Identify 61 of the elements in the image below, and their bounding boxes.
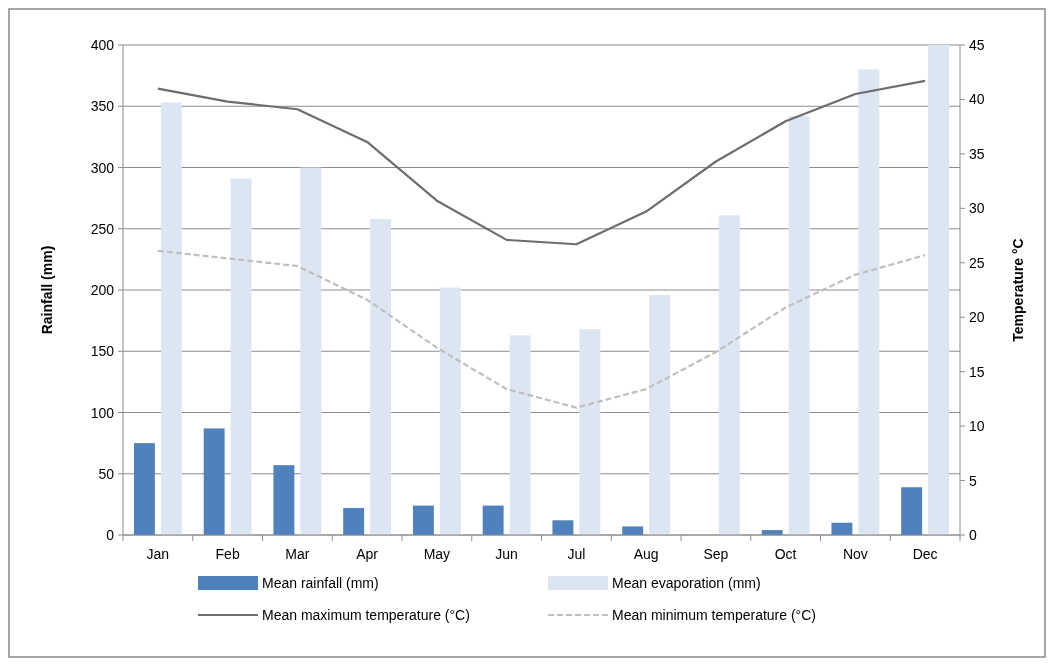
bar: [901, 487, 923, 535]
x-tick-label: Jul: [567, 546, 586, 562]
bar: [509, 335, 531, 535]
y2-tick-label: 15: [969, 363, 985, 380]
bar: [649, 294, 671, 535]
y2-axis-title: Temperature °C: [1010, 238, 1026, 342]
y-tick-label: 300: [90, 159, 115, 176]
y-tick-label: 150: [90, 343, 115, 360]
y2-tick-label: 10: [969, 418, 985, 435]
bar: [831, 522, 853, 535]
bar: [343, 508, 365, 535]
bar: [622, 526, 644, 535]
y2-tick-label: 5: [969, 472, 977, 489]
legend-label: Mean minimum temperature (°C): [612, 607, 816, 623]
y-tick-label: 200: [90, 282, 115, 298]
legend-label: Mean maximum temperature (°C): [262, 607, 470, 623]
bar: [928, 45, 950, 535]
x-tick-label: Jun: [495, 546, 518, 562]
y-axis-title: Rainfall (mm): [39, 245, 55, 335]
bar: [552, 520, 574, 535]
line-series: [156, 79, 927, 246]
x-tick-label: Nov: [842, 546, 868, 562]
y-tick-label: 0: [106, 527, 115, 543]
bar: [203, 428, 225, 535]
y2-tick-label: 40: [969, 91, 985, 108]
y-tick-label: 100: [90, 404, 115, 421]
bar: [370, 218, 392, 535]
y2-tick-label: 30: [969, 200, 985, 217]
x-tick-label: May: [423, 546, 451, 562]
x-tick-label: Jan: [146, 546, 170, 562]
bar: [788, 116, 810, 535]
bar: [160, 102, 182, 535]
bar: [230, 178, 252, 535]
x-tick-label: Sep: [703, 546, 729, 562]
x-tick-label: Dec: [912, 546, 938, 562]
legend-label: Mean evaporation (mm): [612, 575, 761, 591]
y2-tick-label: 0: [969, 527, 977, 543]
x-tick-label: Mar: [285, 546, 310, 562]
legend-label: Mean rainfall (mm): [262, 575, 379, 591]
bar: [579, 329, 601, 535]
bar: [718, 215, 740, 535]
y-tick-label: 400: [90, 37, 115, 53]
y-tick-label: 250: [90, 220, 115, 237]
y2-tick-label: 45: [969, 37, 985, 53]
bar: [482, 505, 504, 535]
bar: [412, 505, 434, 535]
bar: [300, 167, 322, 535]
x-tick-label: Aug: [633, 546, 659, 562]
y-tick-label: 50: [98, 465, 115, 482]
bar: [439, 287, 461, 535]
y2-tick-label: 35: [969, 145, 985, 162]
x-tick-label: Oct: [774, 546, 797, 562]
bar: [273, 465, 295, 535]
y-tick-label: 350: [90, 98, 115, 115]
y2-tick-label: 25: [969, 254, 985, 271]
x-tick-label: Apr: [356, 546, 379, 562]
bar: [133, 443, 155, 535]
y2-tick-label: 20: [969, 309, 985, 326]
line-series: [156, 249, 927, 409]
x-tick-label: Feb: [215, 546, 240, 562]
bar: [858, 69, 880, 535]
